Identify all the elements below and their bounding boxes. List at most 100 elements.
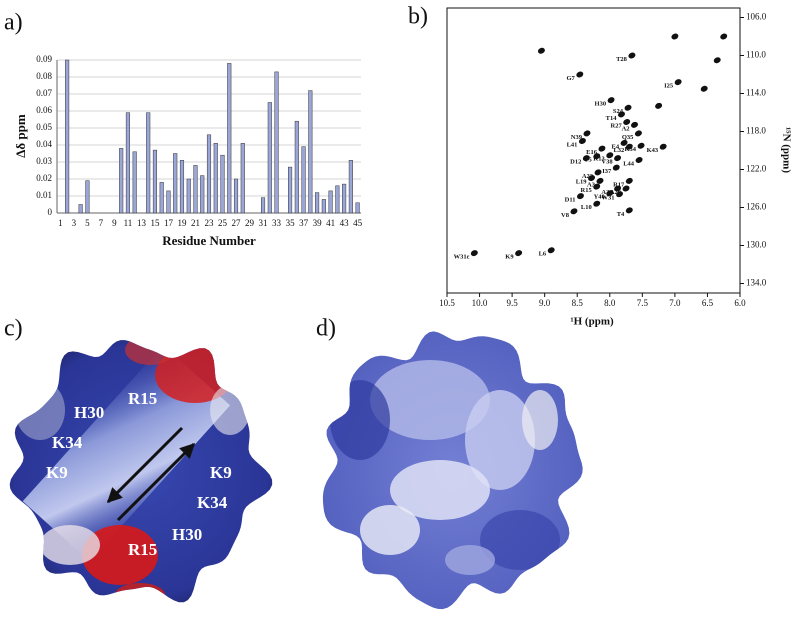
peak-label: Y40 xyxy=(594,194,605,201)
x-tick-label: 9.5 xyxy=(506,298,518,308)
peak xyxy=(593,153,601,160)
bar xyxy=(173,153,178,214)
x-tick-label: 31 xyxy=(259,218,268,228)
peak-label: K9 xyxy=(505,254,514,261)
bar xyxy=(321,199,326,214)
peak xyxy=(594,169,602,176)
residue-label: K34 xyxy=(197,493,228,512)
y-tick-label: 122.0 xyxy=(746,164,767,174)
y-axis-title: ¹⁵N (ppm) xyxy=(780,127,792,173)
peak xyxy=(576,71,584,78)
peak-label: T28 xyxy=(616,56,628,63)
residue-label: H30 xyxy=(74,403,104,422)
peak xyxy=(720,33,728,40)
peak-label: G7 xyxy=(567,75,576,82)
peak xyxy=(606,152,614,159)
x-tick-label: 17 xyxy=(164,218,174,228)
peak-label: R27 xyxy=(611,122,623,129)
peak-label: K13 xyxy=(593,156,605,163)
y-tick-label: 0.04 xyxy=(36,139,52,149)
y-tick-label: 0.08 xyxy=(36,71,52,81)
peak xyxy=(620,139,628,146)
peak xyxy=(593,183,601,190)
peak xyxy=(606,190,614,197)
peak-label: K34 xyxy=(624,146,636,153)
x-tick-label: 33 xyxy=(272,218,282,228)
peak-label: R17 xyxy=(613,181,625,188)
x-tick-label: 7 xyxy=(99,218,104,228)
x-tick-label: 3 xyxy=(72,218,77,228)
peak xyxy=(625,177,633,184)
peak xyxy=(577,193,584,200)
bar xyxy=(85,180,90,214)
peak xyxy=(614,185,622,192)
bar xyxy=(179,160,185,214)
peak-label: D11 xyxy=(565,197,576,204)
peak xyxy=(570,208,578,215)
bar xyxy=(348,160,353,214)
peak-label: V38 xyxy=(601,159,613,166)
x-tick-label: 43 xyxy=(340,218,350,228)
y-tick-label: 134.0 xyxy=(746,278,767,288)
peak xyxy=(470,250,478,257)
x-tick-label: 9.0 xyxy=(539,298,551,308)
peak xyxy=(625,207,633,214)
bar xyxy=(186,178,191,214)
bar xyxy=(119,148,124,214)
bar xyxy=(301,146,306,214)
peak-label: H30 xyxy=(595,101,607,108)
bar xyxy=(220,154,225,214)
y-tick-label: 126.0 xyxy=(746,202,767,212)
x-tick-label: 7.0 xyxy=(669,298,681,308)
peak-label: A20 xyxy=(610,189,621,196)
bar xyxy=(274,71,279,214)
bar xyxy=(132,151,137,214)
peak xyxy=(634,130,642,137)
peak-label: N39 xyxy=(571,134,583,141)
peak xyxy=(582,155,590,162)
y-tick-label: 0 xyxy=(48,207,53,217)
bar xyxy=(159,182,164,214)
bar xyxy=(260,197,266,214)
peak xyxy=(659,143,667,150)
peak xyxy=(625,143,633,150)
peak xyxy=(637,142,645,149)
y-tick-label: 0.02 xyxy=(36,173,52,183)
peak-label: L44 xyxy=(623,160,635,167)
y-tick-label: 0.01 xyxy=(36,190,52,200)
x-axis-title: Residue Number xyxy=(162,233,256,248)
x-tick-label: 6.0 xyxy=(734,298,746,308)
bar xyxy=(342,183,347,214)
x-tick-label: 8.5 xyxy=(572,298,584,308)
x-tick-label: 35 xyxy=(286,218,296,228)
peak xyxy=(607,97,615,104)
peak xyxy=(623,119,631,125)
peak xyxy=(596,177,604,184)
peak-label: L32 xyxy=(613,147,624,154)
peak xyxy=(655,102,663,109)
peak xyxy=(515,250,523,257)
peak xyxy=(700,85,708,92)
peak xyxy=(671,33,679,40)
residue-label: R15 xyxy=(128,540,157,559)
x-tick-label: 41 xyxy=(326,218,335,228)
y-tick-label: 118.0 xyxy=(746,126,766,136)
y-tick-label: 114.0 xyxy=(746,88,766,98)
peak-label: T14 xyxy=(606,115,618,122)
bar xyxy=(227,63,232,214)
bar xyxy=(200,175,205,214)
bar xyxy=(267,102,272,214)
peak xyxy=(588,175,596,182)
peak xyxy=(598,145,606,152)
arrow xyxy=(116,442,196,522)
x-tick-label: 37 xyxy=(299,218,309,228)
bar xyxy=(152,149,158,214)
panel-label: d) xyxy=(316,316,336,342)
y-axis-title: Δδ ppm xyxy=(13,114,28,158)
surface-shading xyxy=(330,360,560,575)
nmr-spectrum: ¹H (ppm) ¹⁵N (ppm) 10.5 10.0 9.5 9.0 8.5 8.0 7… xyxy=(439,7,792,328)
peak-label: I37 xyxy=(602,168,612,175)
peak xyxy=(616,191,624,198)
x-tick-label: 21 xyxy=(191,218,200,228)
bar xyxy=(78,204,83,214)
